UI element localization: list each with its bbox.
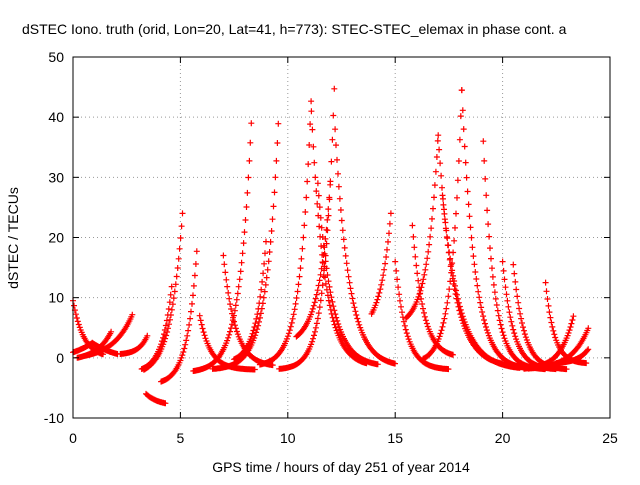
arc-series-13	[231, 238, 269, 363]
arc-series-10	[190, 120, 255, 374]
arc-series-16	[314, 180, 381, 368]
arc-series-4	[117, 332, 151, 357]
arc-series-34	[553, 346, 592, 367]
arc-series-33	[521, 313, 577, 372]
plus-marker-track	[293, 181, 334, 340]
y-tick-label: 30	[48, 169, 64, 185]
plus-marker-track	[314, 180, 381, 368]
plus-marker-track	[138, 283, 175, 372]
chart-title: dSTEC Iono. truth (orid, Lon=20, Lat=41,…	[22, 21, 567, 37]
plus-marker-track	[231, 238, 269, 363]
x-tick-label: 5	[177, 430, 185, 446]
data-series	[70, 85, 592, 407]
plus-marker-track	[402, 137, 441, 322]
x-tick-label: 0	[69, 430, 77, 446]
grid-lines	[73, 57, 610, 418]
arc-series-8	[158, 248, 200, 385]
x-tick-label: 20	[495, 430, 511, 446]
arc-series-21	[392, 258, 452, 373]
arc-series-23	[402, 137, 441, 322]
y-tick-label: 50	[48, 49, 64, 65]
plus-marker-track	[392, 258, 452, 373]
plus-marker-track	[117, 332, 151, 357]
y-tick-label: 20	[48, 230, 64, 246]
arc-series-25	[420, 87, 465, 362]
x-tick-label: 25	[602, 430, 618, 446]
plus-marker-track	[143, 390, 169, 407]
y-tick-label: 10	[48, 290, 64, 306]
arc-series-12	[209, 120, 282, 372]
y-axis-label: dSTEC / TECUs	[5, 187, 21, 289]
plus-marker-track	[276, 85, 338, 372]
arc-series-6	[138, 283, 175, 372]
arc-series-18	[332, 126, 398, 367]
y-tick-label: 40	[48, 109, 64, 125]
x-axis-label: GPS time / hours of day 251 of year 2014	[212, 459, 470, 475]
plus-marker-track	[332, 126, 398, 367]
plus-marker-track	[256, 98, 315, 368]
arc-series-17	[276, 85, 338, 372]
plus-marker-track	[209, 120, 282, 372]
plus-marker-track	[190, 120, 255, 374]
arc-series-14	[256, 98, 315, 368]
arc-series-7	[143, 390, 169, 407]
y-tick-label: -10	[44, 410, 64, 426]
plus-marker-track	[521, 313, 577, 372]
x-tick-label: 10	[280, 430, 296, 446]
plus-marker-track	[553, 346, 592, 367]
axis-ticks: 0 5 10 15 20 25 -10 0 10 20 30 40 50	[44, 49, 618, 446]
plus-marker-track	[420, 87, 465, 362]
plus-marker-track	[439, 192, 523, 371]
arc-series-20	[368, 210, 394, 317]
plus-marker-track	[158, 248, 200, 385]
x-tick-label: 15	[387, 430, 403, 446]
arc-series-27	[439, 192, 523, 371]
plus-marker-track	[368, 210, 394, 317]
arc-series-19	[293, 181, 334, 340]
y-tick-label: 0	[56, 350, 64, 366]
